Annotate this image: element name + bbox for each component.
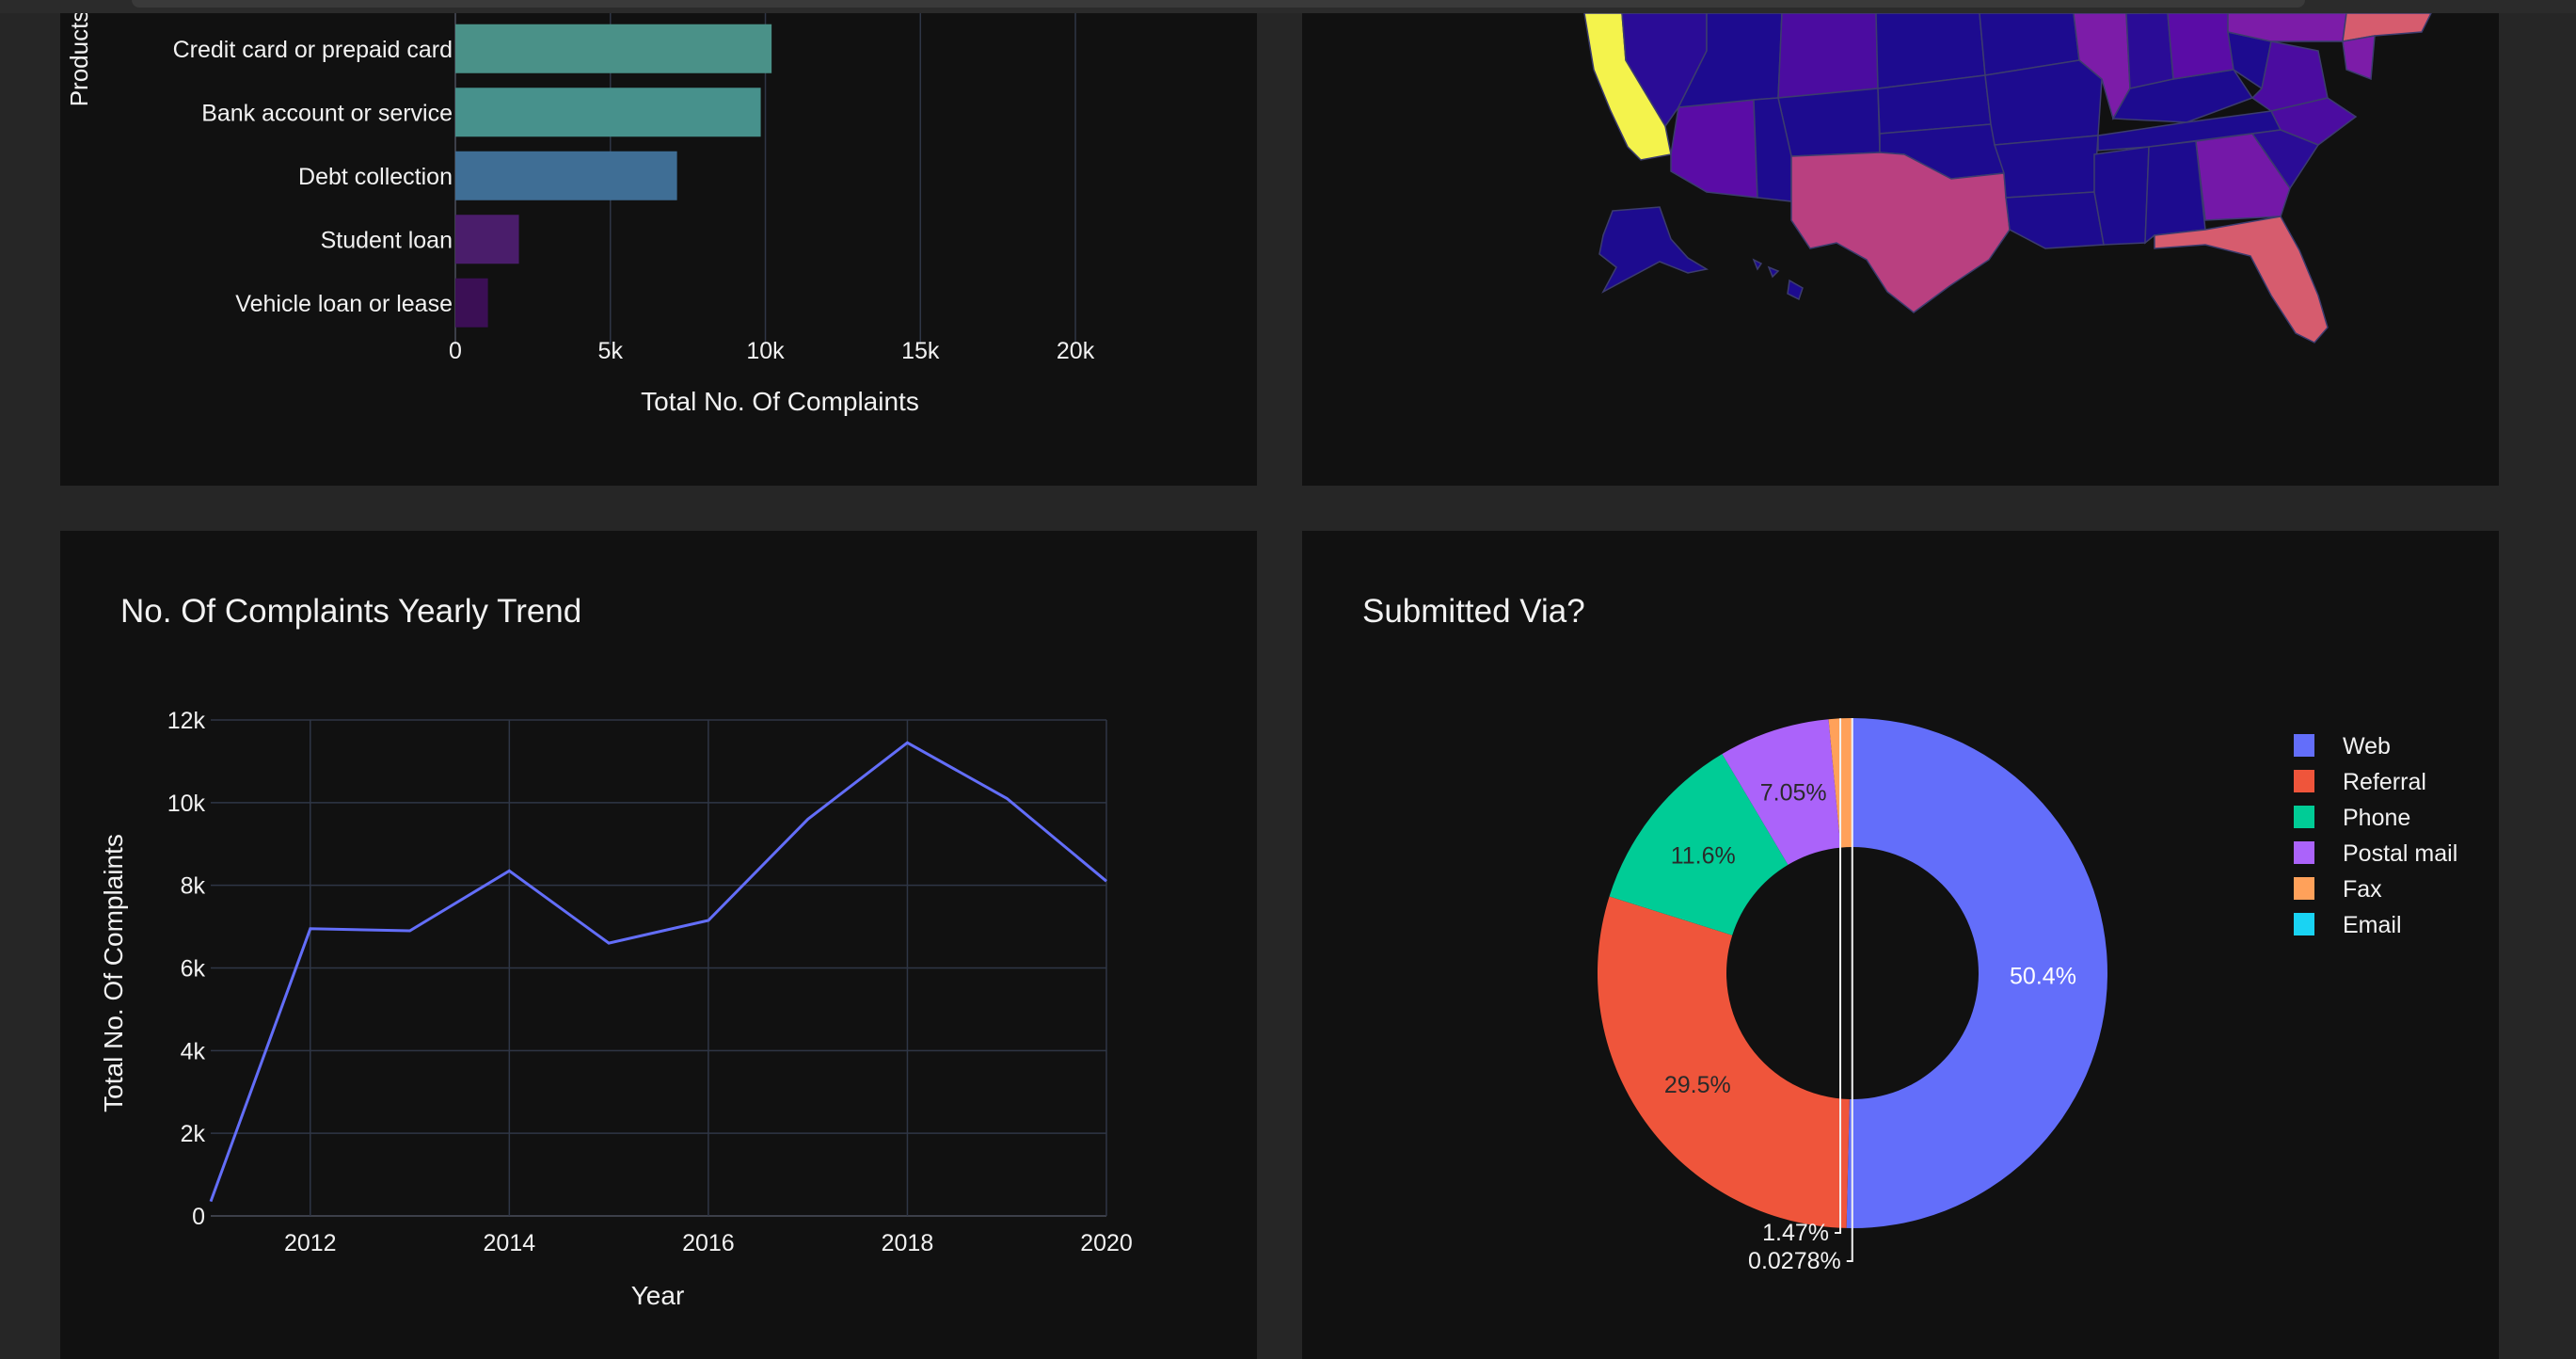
pie-percent-label: 11.6% xyxy=(1671,842,1736,869)
map-state-alaska xyxy=(1598,206,1709,294)
pie-leader-line xyxy=(1846,718,1853,1262)
map-state-northcarolina xyxy=(2269,97,2358,146)
pie-legend: Web Referral Phone Postal mail Fax Email xyxy=(2294,733,2457,938)
line-y-tick-labels: 0 2k 4k 6k 8k 10k 12k xyxy=(167,708,206,1230)
bar-series xyxy=(455,24,772,328)
pie-slice-phone[interactable] xyxy=(1609,754,1789,935)
line-x-tick-label: 2014 xyxy=(484,1230,536,1256)
bar-category-labels: Credit card or prepaid card Bank account … xyxy=(173,37,453,317)
line-x-tick-label: 2018 xyxy=(882,1230,934,1256)
bar-x-tick-label: 10k xyxy=(746,338,785,364)
map-state-florida xyxy=(2154,216,2329,344)
pie-percent-label: 29.5% xyxy=(1664,1072,1731,1098)
legend-swatch[interactable] xyxy=(2294,841,2314,864)
map-state-alabama xyxy=(2144,140,2206,245)
bar-mark[interactable] xyxy=(455,24,772,73)
bar-category-label: Credit card or prepaid card xyxy=(173,37,453,63)
pie-percent-label: 50.4% xyxy=(2010,963,2076,989)
complaints-map-panel xyxy=(1302,13,2499,486)
submitted-via-donut-chart: 50.4% 29.5% 11.6% 7.05% 1.47%0.0278% Web Refe… xyxy=(1598,718,2457,1274)
line-x-axis-label: Year xyxy=(631,1281,685,1310)
map-state-indiana xyxy=(2125,13,2174,89)
pie-slices xyxy=(1598,718,2107,1228)
products-bar-chart: Credit card or prepaid card Bank account … xyxy=(65,13,1095,416)
browser-top-edge xyxy=(0,0,2576,13)
bar-x-axis-label: Total No. Of Complaints xyxy=(641,387,919,416)
line-x-tick-label: 2016 xyxy=(682,1230,735,1256)
bar-x-tick-labels: 0 5k 10k 15k 20k xyxy=(449,338,1095,364)
map-state-pennsylvania xyxy=(2227,13,2347,42)
line-y-tick-label: 10k xyxy=(167,791,206,817)
bar-x-tick-label: 5k xyxy=(598,338,624,364)
trend-chart-title: No. Of Complaints Yearly Trend xyxy=(120,593,582,630)
map-state-colorado xyxy=(1777,88,1881,157)
legend-swatch[interactable] xyxy=(2294,770,2314,792)
legend-swatch[interactable] xyxy=(2294,913,2314,935)
pie-percent-label: 0.0278% xyxy=(1748,1248,1841,1274)
bar-mark[interactable] xyxy=(455,151,677,200)
bar-mark[interactable] xyxy=(455,278,488,328)
map-state-ohio xyxy=(2167,13,2234,80)
legend-item-label[interactable]: Postal mail xyxy=(2343,840,2457,867)
pie-slice-web[interactable] xyxy=(1846,718,2107,1228)
map-state-missouri xyxy=(1984,59,2103,146)
legend-item-label[interactable]: Fax xyxy=(2343,876,2382,903)
bar-category-label: Student loan xyxy=(321,227,453,253)
legend-item-label[interactable]: Referral xyxy=(2343,769,2426,795)
pie-leader-line xyxy=(1835,718,1842,1234)
map-state-hawaii xyxy=(1787,279,1804,301)
bar-y-axis-label: Products xyxy=(65,13,93,106)
map-state-newyork xyxy=(2342,13,2432,42)
pie-chart-title: Submitted Via? xyxy=(1362,593,1585,630)
us-states-map[interactable] xyxy=(1302,13,2499,486)
legend-item-label[interactable]: Web xyxy=(2343,733,2391,759)
line-gridlines xyxy=(211,719,1107,1217)
line-y-axis-label: Total No. Of Complaints xyxy=(99,834,128,1112)
bar-category-label: Vehicle loan or lease xyxy=(235,291,453,317)
line-y-tick-label: 12k xyxy=(167,708,206,734)
legend-swatch[interactable] xyxy=(2294,877,2314,900)
bar-category-label: Bank account or service xyxy=(201,100,453,126)
map-state-hawaii-islands xyxy=(1752,258,1780,279)
bar-x-tick-label: 15k xyxy=(901,338,940,364)
line-y-tick-label: 4k xyxy=(181,1038,206,1064)
line-y-tick-label: 6k xyxy=(181,956,206,983)
map-state-louisiana xyxy=(2005,191,2105,249)
bar-x-tick-label: 0 xyxy=(449,338,462,364)
line-x-tick-labels: 2012 2014 2016 2018 2020 xyxy=(284,1230,1133,1256)
legend-item-label[interactable]: Email xyxy=(2343,912,2402,938)
map-state-wyoming xyxy=(1777,13,1879,99)
bar-category-label: Debt collection xyxy=(298,164,453,190)
pie-percent-label: 7.05% xyxy=(1760,779,1827,806)
legend-swatch[interactable] xyxy=(2294,806,2314,828)
bar-mark[interactable] xyxy=(455,88,761,137)
line-y-tick-label: 0 xyxy=(192,1204,205,1230)
bar-mark[interactable] xyxy=(455,215,519,264)
line-x-tick-label: 2020 xyxy=(1080,1230,1133,1256)
map-state-arizona xyxy=(1670,99,1758,199)
legend-swatch[interactable] xyxy=(2294,734,2314,757)
yearly-trend-line-chart: 0 2k 4k 6k 8k 10k 12k 2012 2014 2016 2018 2020 Tot… xyxy=(99,708,1133,1310)
line-series-complaints[interactable] xyxy=(209,741,1107,1203)
products-chart-panel: Credit card or prepaid card Bank account … xyxy=(60,13,1257,486)
yearly-trend-panel: No. Of Complaints Yearly Trend 0 2k 4k 6k 8k… xyxy=(60,531,1257,1359)
map-state-southcarolina xyxy=(2250,129,2320,190)
map-state-mississippi xyxy=(2093,146,2150,246)
line-x-tick-label: 2012 xyxy=(284,1230,337,1256)
bar-x-tick-label: 20k xyxy=(1057,338,1095,364)
line-y-tick-label: 8k xyxy=(181,873,206,900)
pie-slice-referral[interactable] xyxy=(1598,896,1850,1228)
map-state-newjersey xyxy=(2342,35,2376,81)
map-state-arkansas xyxy=(1993,135,2099,199)
legend-item-label[interactable]: Phone xyxy=(2343,805,2410,831)
pie-percent-label: 1.47% xyxy=(1762,1220,1829,1246)
line-y-tick-label: 2k xyxy=(181,1121,206,1147)
map-state-texas xyxy=(1790,152,2011,313)
submitted-via-panel: Submitted Via? 50.4% 29.5% 11.6% 7.05% 1.47%… xyxy=(1302,531,2499,1359)
pie-percent-labels: 50.4% 29.5% 11.6% 7.05% 1.47%0.0278% xyxy=(1664,718,2076,1274)
pie-slice-postal-mail[interactable] xyxy=(1722,719,1841,865)
browser-tab-strip xyxy=(132,0,2305,8)
